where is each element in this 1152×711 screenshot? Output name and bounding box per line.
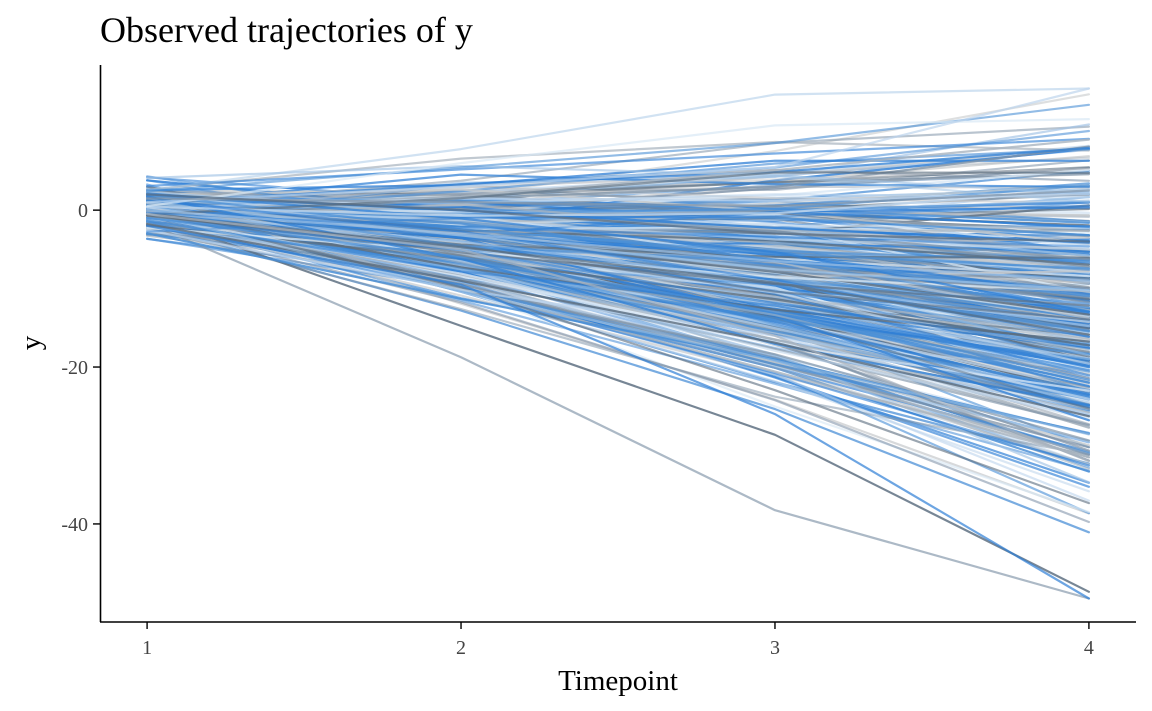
trajectory-line	[146, 224, 1091, 347]
trajectory-line	[146, 137, 1091, 188]
trajectory-line	[146, 216, 1091, 349]
trajectory-line	[146, 216, 1091, 384]
trajectory-line	[146, 211, 1091, 248]
trajectory-line	[146, 225, 1091, 421]
trajectory-line	[146, 211, 1091, 505]
x-axis-title: Timepoint	[558, 665, 678, 697]
trajectory-line	[146, 226, 1091, 456]
trajectory-line	[146, 204, 1091, 233]
trajectory-line	[146, 210, 1091, 236]
y-tick-label: 0	[78, 200, 88, 222]
trajectory-line	[146, 171, 1091, 216]
trajectory-line	[146, 189, 1091, 258]
trajectory-line	[146, 165, 1091, 195]
trajectory-line	[146, 188, 1091, 217]
trajectory-line	[146, 195, 1091, 407]
chart-title: Observed trajectories of y	[100, 10, 473, 50]
trajectory-line	[146, 189, 1091, 208]
y-axis-ticks: 0 -20 -40	[61, 200, 100, 536]
trajectory-line	[146, 201, 1091, 292]
trajectory-line	[146, 193, 1091, 243]
y-tick-label: -40	[61, 514, 88, 536]
x-tick-label: 3	[770, 637, 780, 659]
y-axis-title: y	[15, 335, 47, 350]
trajectory-lines	[146, 87, 1091, 600]
x-tick-label: 1	[142, 637, 152, 659]
x-tick-label: 2	[456, 637, 466, 659]
x-axis-ticks: 1 2 3 4	[142, 622, 1094, 659]
trajectory-line	[146, 222, 1091, 600]
trajectory-line	[146, 224, 1091, 600]
y-tick-label: -20	[61, 357, 88, 379]
trajectory-line	[146, 209, 1091, 282]
x-tick-label: 4	[1084, 637, 1094, 659]
trajectory-line	[146, 213, 1091, 463]
trajectory-line	[146, 214, 1091, 593]
trajectory-line	[146, 117, 1091, 208]
trajectory-line	[146, 87, 1091, 204]
trajectory-line	[146, 87, 1091, 192]
trajectory-line	[146, 103, 1091, 193]
trajectory-line	[146, 223, 1091, 524]
